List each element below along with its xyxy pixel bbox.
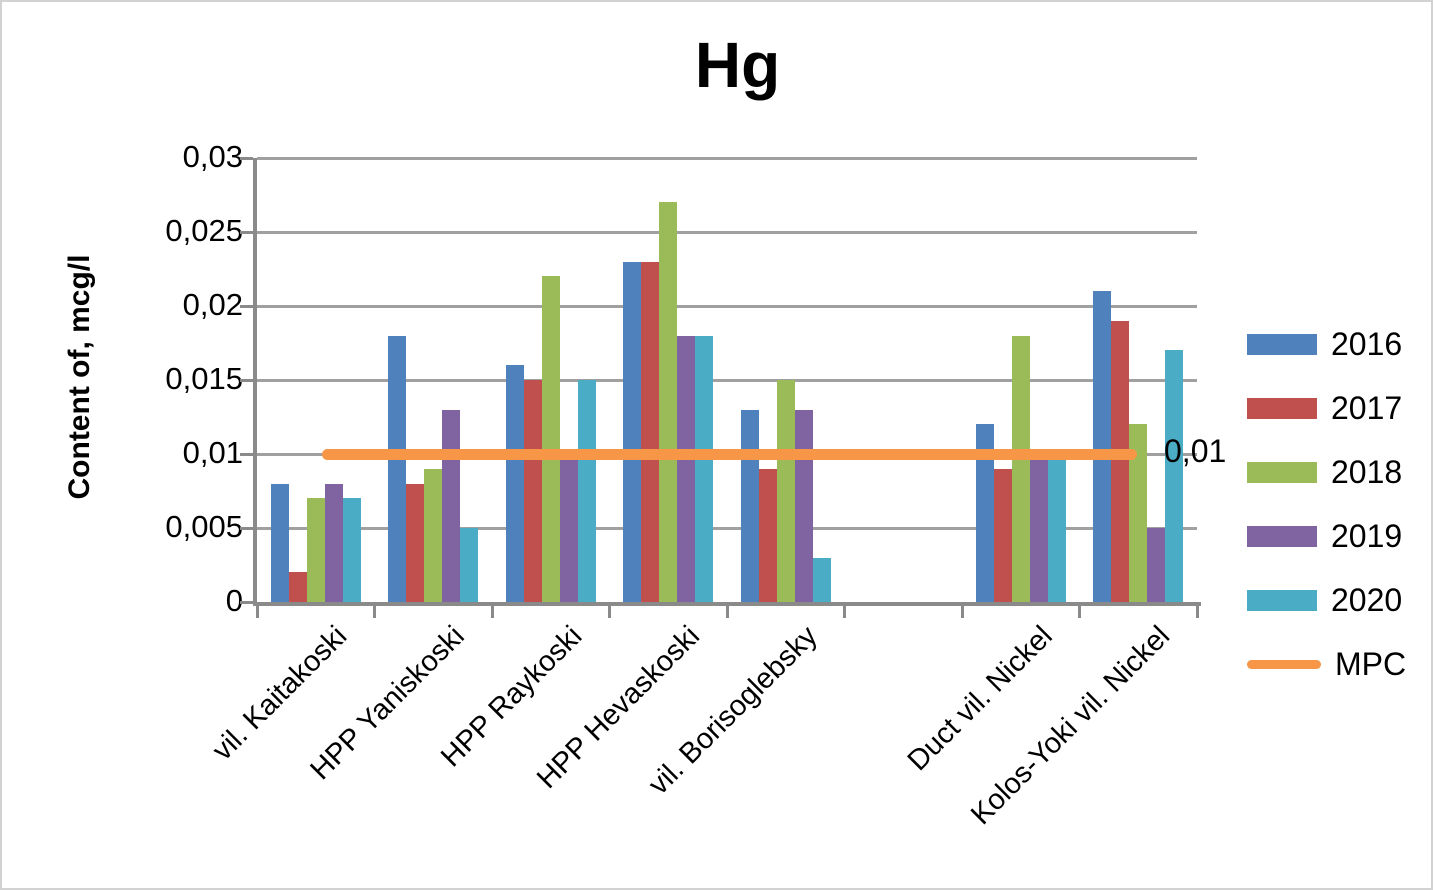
mpc-line <box>322 448 1137 460</box>
legend-swatch-2018 <box>1247 461 1317 483</box>
x-axis-tick <box>843 604 846 618</box>
bar-2020 <box>1165 350 1184 602</box>
bar-2020 <box>577 380 596 602</box>
bar-2017 <box>758 468 777 602</box>
legend-item-2019: 2019 <box>1247 504 1406 568</box>
bar-2018 <box>776 380 795 602</box>
y-tick-label: 0,01 <box>182 435 243 470</box>
y-tick-label: 0,005 <box>165 509 243 544</box>
bar-2019 <box>559 454 578 602</box>
legend-swatch-2019 <box>1247 525 1317 547</box>
y-tick-label: 0,015 <box>165 361 243 396</box>
bar-2018 <box>541 276 560 602</box>
bar-2016 <box>1093 291 1112 602</box>
bar-2017 <box>993 468 1012 602</box>
chart-title: Hg <box>694 29 781 101</box>
bar-2018 <box>1129 424 1148 602</box>
y-axis-tick <box>240 304 253 308</box>
y-axis-tick <box>240 600 253 604</box>
y-axis-tick <box>240 230 253 234</box>
bar-2020 <box>695 335 714 602</box>
bar-2018 <box>659 202 678 602</box>
legend-item-2018: 2018 <box>1247 440 1406 504</box>
y-axis-title: Content of, mcg/l <box>63 254 96 500</box>
legend-label-2017: 2017 <box>1331 389 1403 426</box>
legend-label-MPC: MPC <box>1335 645 1407 682</box>
bar-2016 <box>623 261 642 602</box>
y-axis-line <box>253 158 257 606</box>
x-axis-tick <box>608 604 611 618</box>
x-axis-tick <box>1195 604 1199 618</box>
mpc-value-label: 0,01 <box>1164 433 1227 469</box>
x-tick-label: Kolos-Yoki vil. Nickel <box>964 620 1176 832</box>
bar-2018 <box>424 468 443 602</box>
x-axis-tick <box>373 604 376 618</box>
bar-2019 <box>677 335 696 602</box>
y-tick-label: 0,025 <box>165 213 243 248</box>
bar-2017 <box>1111 320 1130 602</box>
y-axis-tick <box>240 526 253 530</box>
legend-label-2016: 2016 <box>1331 325 1403 362</box>
x-axis-tick <box>490 604 494 618</box>
bar-2020 <box>342 498 361 602</box>
bar-2017 <box>523 380 542 602</box>
bar-2019 <box>1147 528 1166 602</box>
legend: 2016 2017 2018 2019 2020 MPC <box>1247 312 1406 696</box>
bar-2016 <box>975 424 994 602</box>
y-tick-label: 0,02 <box>182 287 243 322</box>
x-axis-tick <box>960 604 964 618</box>
y-axis-tick <box>240 452 253 456</box>
x-axis-tick <box>255 604 259 618</box>
bar-2018 <box>1011 335 1030 602</box>
legend-item-2016: 2016 <box>1247 312 1406 376</box>
bar-2018 <box>306 498 325 602</box>
bar-2017 <box>641 261 660 602</box>
y-axis-tick <box>240 378 253 382</box>
gridline <box>257 378 1197 382</box>
x-axis-tick <box>725 604 729 618</box>
plot-area: 0,03 0,025 0,02 0,015 0,01 0,005 0 vil. Kaitako… <box>165 139 1226 831</box>
legend-label-2020: 2020 <box>1331 581 1403 618</box>
gridline <box>257 230 1197 234</box>
bar-2019 <box>442 409 461 602</box>
bar-2016 <box>270 483 289 602</box>
bar-2016 <box>505 365 524 602</box>
y-tick-label: 0 <box>225 583 243 618</box>
legend-label-2018: 2018 <box>1331 453 1403 490</box>
bar-2020 <box>1047 454 1066 602</box>
gridline <box>257 526 1197 530</box>
legend-swatch-2020 <box>1247 589 1317 611</box>
bar-2017 <box>406 483 425 602</box>
gridline <box>257 304 1197 308</box>
legend-item-MPC: MPC <box>1247 632 1406 696</box>
bar-2019 <box>324 483 343 602</box>
x-axis-tick <box>1078 604 1081 618</box>
bar-2016 <box>388 335 407 602</box>
y-tick-label: 0,03 <box>182 139 243 174</box>
legend-item-2020: 2020 <box>1247 568 1406 632</box>
bar-2016 <box>740 409 759 602</box>
legend-line-MPC <box>1247 659 1321 669</box>
legend-swatch-2017 <box>1247 397 1317 419</box>
gridline <box>257 156 1197 160</box>
bar-2020 <box>460 528 479 602</box>
y-axis-tick <box>240 156 253 160</box>
legend-item-2017: 2017 <box>1247 376 1406 440</box>
legend-swatch-2016 <box>1247 333 1317 355</box>
bar-2020 <box>812 557 831 602</box>
bar-2019 <box>794 409 813 602</box>
bar-2017 <box>288 572 307 602</box>
legend-label-2019: 2019 <box>1331 517 1403 554</box>
bar-2019 <box>1029 454 1048 602</box>
